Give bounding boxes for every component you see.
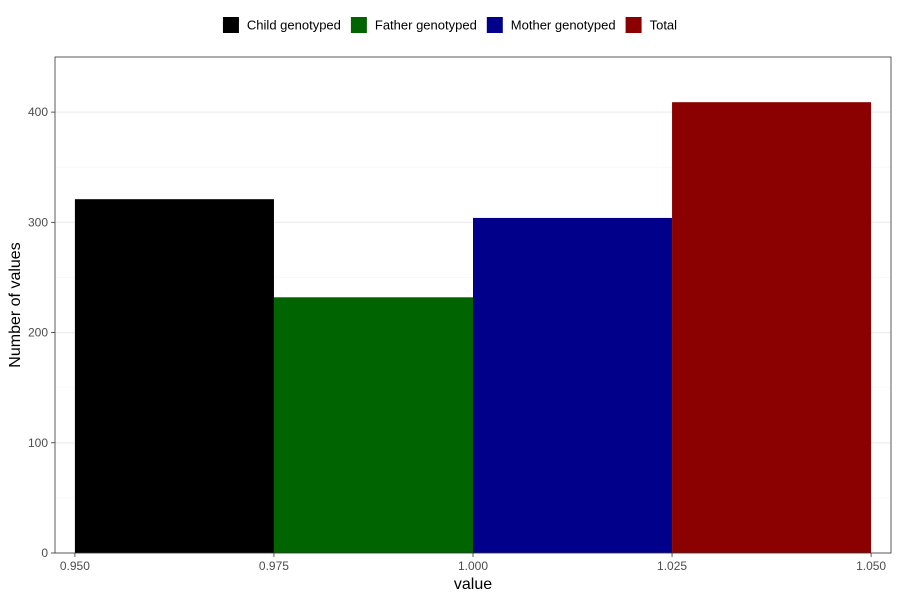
x-tick-label: 0.975 xyxy=(259,559,289,573)
bars xyxy=(74,102,872,554)
legend-item-3: Total xyxy=(625,17,678,33)
x-tick-label: 0.950 xyxy=(60,559,90,573)
y-tick-label: 100 xyxy=(28,436,48,450)
legend-label: Child genotyped xyxy=(247,18,341,33)
legend-key xyxy=(222,17,239,33)
legend-label: Total xyxy=(650,18,678,33)
legend-label: Father genotyped xyxy=(375,18,477,33)
x-axis: 0.950 0.975 1.000 1.025 1.050 xyxy=(60,553,886,573)
x-tick-label: 1.025 xyxy=(657,559,687,573)
x-axis-title: value xyxy=(454,576,492,593)
legend-item-1: Father genotyped xyxy=(350,17,477,33)
y-tick-label: 200 xyxy=(28,326,48,340)
bar-0 xyxy=(74,199,274,554)
x-tick-label: 1.000 xyxy=(458,559,488,573)
legend-key xyxy=(350,17,367,33)
legend-item-2: Mother genotyped xyxy=(486,17,616,33)
legend-key xyxy=(486,17,503,33)
legend-item-0: Child genotyped xyxy=(222,17,341,33)
y-tick-label: 300 xyxy=(28,215,48,229)
legend: Child genotyped Father genotyped Mother ge… xyxy=(222,17,678,33)
x-tick-label: 1.050 xyxy=(856,559,886,573)
legend-key xyxy=(625,17,642,33)
y-tick-label: 400 xyxy=(28,105,48,119)
bar-2 xyxy=(473,217,673,553)
bar-1 xyxy=(273,297,473,553)
y-axis: 0 100 200 300 400 xyxy=(28,105,55,560)
legend-label: Mother genotyped xyxy=(511,18,616,33)
bar-3 xyxy=(672,102,872,554)
y-axis-title: Number of values xyxy=(7,242,24,367)
y-tick-label: 0 xyxy=(41,546,48,560)
